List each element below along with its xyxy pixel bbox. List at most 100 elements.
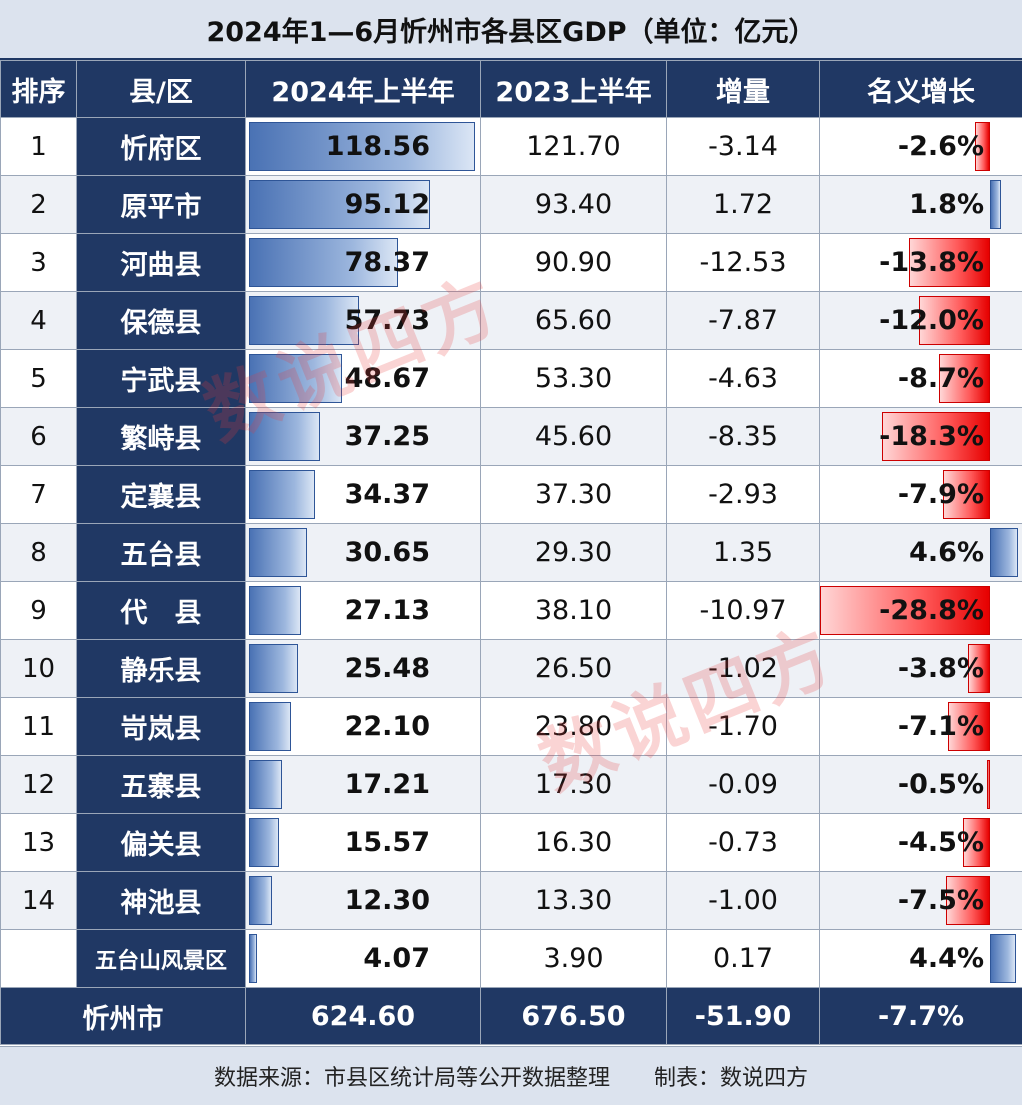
growth-value: 4.4% [909, 930, 984, 987]
gdp-2024-bar [249, 296, 359, 345]
row-2024-cell: 17.21 [246, 756, 481, 814]
row-county-name: 五台山风景区 [77, 930, 246, 988]
row-delta-value: -3.14 [667, 118, 820, 176]
row-growth-cell: -4.5% [820, 814, 1022, 872]
header-2024: 2024年上半年 [246, 61, 481, 118]
row-rank: 8 [1, 524, 77, 582]
row-2024-cell: 95.12 [246, 176, 481, 234]
row-rank: 12 [1, 756, 77, 814]
row-growth-cell: -0.5% [820, 756, 1022, 814]
growth-bar [990, 934, 1016, 983]
growth-value: -7.1% [898, 698, 984, 755]
header-county: 县/区 [77, 61, 246, 118]
gdp-2024-value: 118.56 [326, 118, 430, 175]
growth-value: -0.5% [898, 756, 984, 813]
total-row: 忻州市 624.60 676.50 -51.90 -7.7% [1, 988, 1022, 1045]
row-rank: 2 [1, 176, 77, 234]
growth-bar [987, 760, 990, 809]
row-2024-cell: 48.67 [246, 350, 481, 408]
row-growth-cell: -12.0% [820, 292, 1022, 350]
row-county-name: 宁武县 [77, 350, 246, 408]
gdp-2024-value: 27.13 [345, 582, 430, 639]
gdp-2024-value: 25.48 [345, 640, 430, 697]
row-rank: 3 [1, 234, 77, 292]
row-delta-value: 1.35 [667, 524, 820, 582]
row-rank: 6 [1, 408, 77, 466]
row-2024-cell: 118.56 [246, 118, 481, 176]
row-2024-cell: 78.37 [246, 234, 481, 292]
header-2023: 2023上半年 [481, 61, 667, 118]
row-county-name: 五寨县 [77, 756, 246, 814]
growth-bar [990, 180, 1001, 229]
growth-value: 4.6% [909, 524, 984, 581]
row-delta-value: -0.09 [667, 756, 820, 814]
row-2023-value: 121.70 [481, 118, 667, 176]
gdp-2024-value: 15.57 [345, 814, 430, 871]
gdp-2024-value: 34.37 [345, 466, 430, 523]
row-growth-cell: -2.6% [820, 118, 1022, 176]
row-2024-cell: 22.10 [246, 698, 481, 756]
row-2023-value: 90.90 [481, 234, 667, 292]
gdp-2024-value: 22.10 [345, 698, 430, 755]
gdp-2024-value: 48.67 [345, 350, 430, 407]
header-rank: 排序 [1, 61, 77, 118]
row-growth-cell: -13.8% [820, 234, 1022, 292]
row-county-name: 保德县 [77, 292, 246, 350]
gdp-2024-bar [249, 644, 298, 693]
row-delta-value: -1.02 [667, 640, 820, 698]
row-delta-value: -10.97 [667, 582, 820, 640]
row-county-name: 定襄县 [77, 466, 246, 524]
gdp-2024-value: 12.30 [345, 872, 430, 929]
row-growth-cell: -7.9% [820, 466, 1022, 524]
row-county-name: 河曲县 [77, 234, 246, 292]
row-2024-cell: 25.48 [246, 640, 481, 698]
row-growth-cell: -18.3% [820, 408, 1022, 466]
row-2023-value: 37.30 [481, 466, 667, 524]
row-delta-value: 1.72 [667, 176, 820, 234]
gdp-2024-value: 37.25 [345, 408, 430, 465]
total-2023: 676.50 [481, 988, 667, 1045]
row-delta-value: -0.73 [667, 814, 820, 872]
row-2024-cell: 27.13 [246, 582, 481, 640]
gdp-2024-value: 57.73 [345, 292, 430, 349]
row-2023-value: 93.40 [481, 176, 667, 234]
gdp-2024-value: 30.65 [345, 524, 430, 581]
row-2024-cell: 4.07 [246, 930, 481, 988]
row-2023-value: 38.10 [481, 582, 667, 640]
row-delta-value: -1.70 [667, 698, 820, 756]
row-rank: 7 [1, 466, 77, 524]
gdp-2024-bar [249, 818, 279, 867]
total-growth: -7.7% [820, 988, 1022, 1045]
row-county-name: 偏关县 [77, 814, 246, 872]
row-2024-cell: 15.57 [246, 814, 481, 872]
row-2024-cell: 12.30 [246, 872, 481, 930]
gdp-2024-bar [249, 586, 301, 635]
row-delta-value: -12.53 [667, 234, 820, 292]
row-2023-value: 16.30 [481, 814, 667, 872]
row-rank: 1 [1, 118, 77, 176]
row-growth-cell: 4.6% [820, 524, 1022, 582]
gdp-2024-value: 95.12 [345, 176, 430, 233]
row-county-name: 静乐县 [77, 640, 246, 698]
gdp-2024-bar [249, 412, 320, 461]
gdp-2024-value: 17.21 [345, 756, 430, 813]
row-rank: 10 [1, 640, 77, 698]
growth-value: -13.8% [879, 234, 984, 291]
row-growth-cell: -3.8% [820, 640, 1022, 698]
row-2023-value: 26.50 [481, 640, 667, 698]
row-2024-cell: 37.25 [246, 408, 481, 466]
row-county-name: 五台县 [77, 524, 246, 582]
